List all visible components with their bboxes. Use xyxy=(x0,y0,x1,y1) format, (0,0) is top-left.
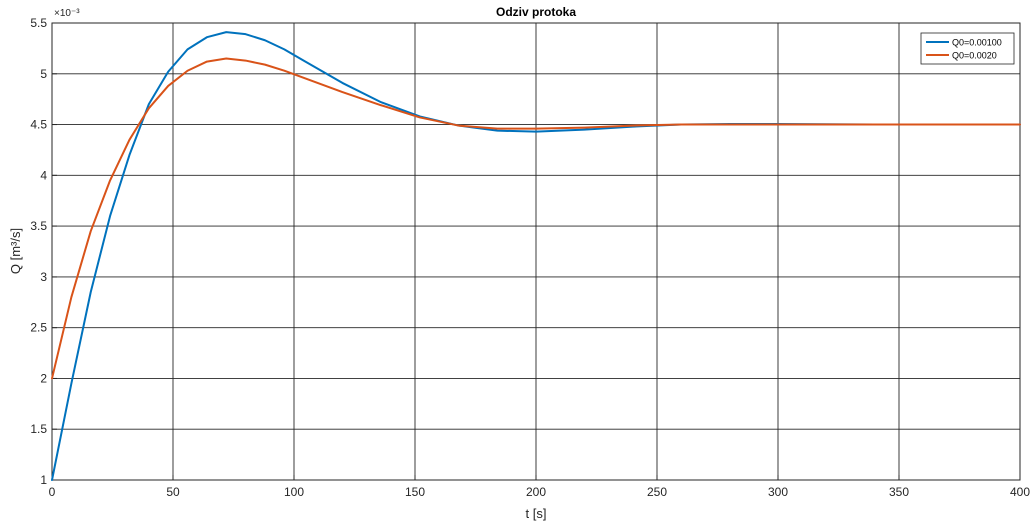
x-tick-label: 50 xyxy=(166,485,180,499)
legend-label-series-1: Q0=0.00100 xyxy=(952,38,1002,48)
x-tick-label: 200 xyxy=(526,485,546,499)
series-line-2 xyxy=(51,57,1021,380)
y-axis-exponent-label: ×10⁻³ xyxy=(54,8,80,19)
y-tick-label: 5 xyxy=(40,67,47,81)
y-tick-label: 5.5 xyxy=(30,16,47,30)
x-tick-label: 0 xyxy=(49,485,56,499)
y-tick-label: 3 xyxy=(40,270,47,284)
data-series xyxy=(51,31,1021,481)
axis-ticks: 0 50 100 150 200 250 300 350 400 1 1.5 2 2.5 3 3.5 4 4.5… xyxy=(30,16,1030,499)
x-axis-label: t [s] xyxy=(526,506,547,521)
x-tick-label: 300 xyxy=(768,485,788,499)
x-tick-label: 350 xyxy=(889,485,909,499)
x-tick-label: 400 xyxy=(1010,485,1030,499)
y-tick-label: 3.5 xyxy=(30,219,47,233)
legend-label-series-2: Q0=0.0020 xyxy=(952,51,997,61)
x-tick-label: 100 xyxy=(284,485,304,499)
x-tick-label: 150 xyxy=(405,485,425,499)
chart-title: Odziv protoka xyxy=(496,5,576,19)
y-tick-label: 4.5 xyxy=(30,118,47,132)
y-tick-label: 2 xyxy=(40,371,47,385)
y-tick-label: 1.5 xyxy=(30,422,47,436)
legend-box xyxy=(920,32,1015,65)
y-axis-label: Q [m³/s] xyxy=(8,228,23,274)
y-tick-label: 4 xyxy=(40,168,47,182)
legend: Q0=0.00100 Q0=0.0020 xyxy=(920,32,1015,65)
grid-lines xyxy=(51,22,1021,481)
x-tick-label: 250 xyxy=(647,485,667,499)
y-tick-label: 1 xyxy=(40,473,47,487)
y-tick-label: 2.5 xyxy=(30,321,47,335)
